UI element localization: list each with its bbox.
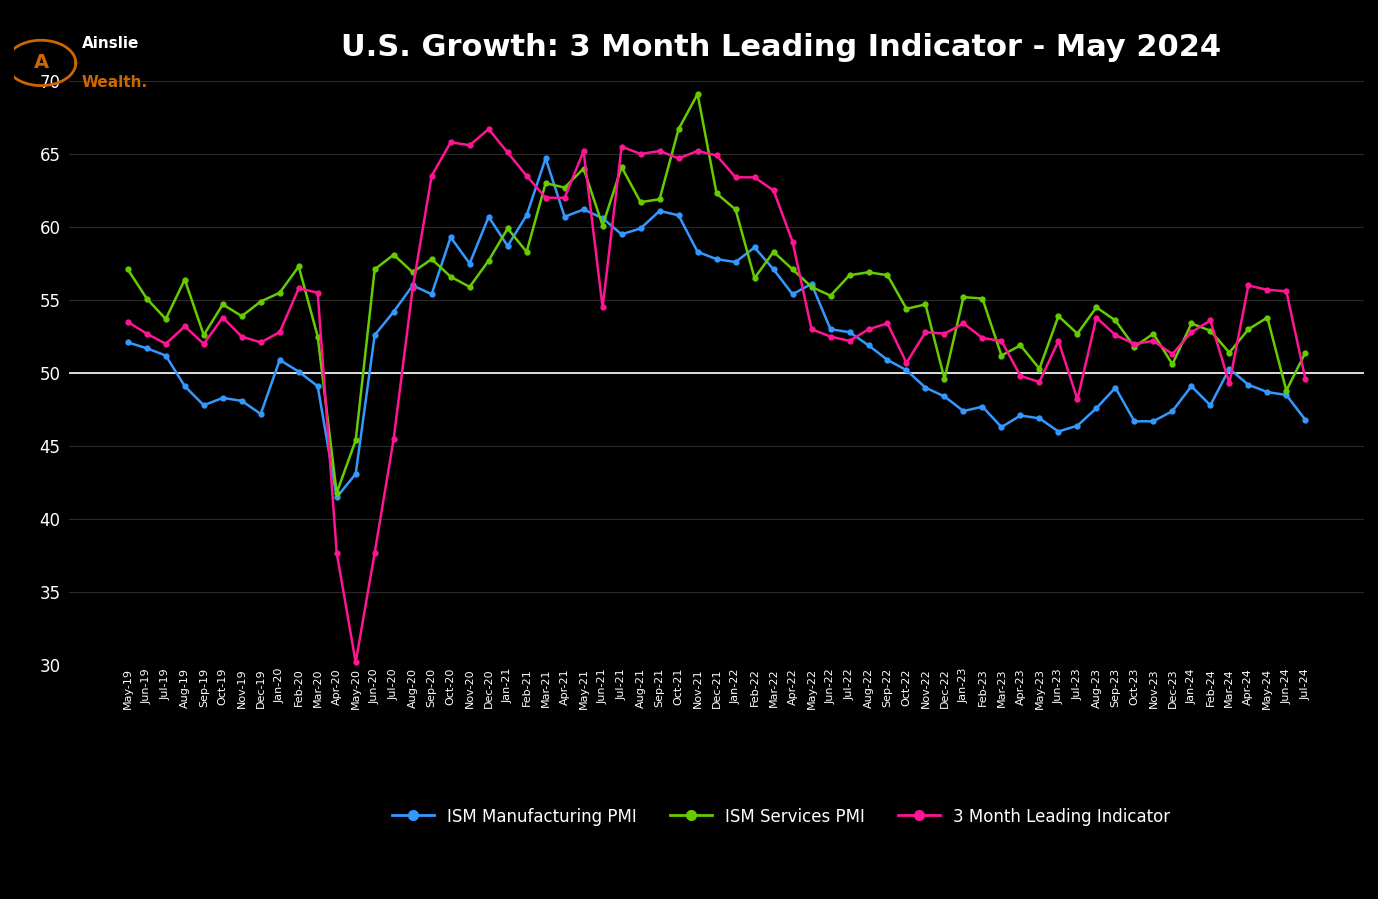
Legend: ISM Manufacturing PMI, ISM Services PMI, 3 Month Leading Indicator: ISM Manufacturing PMI, ISM Services PMI,… [386, 801, 1177, 832]
Text: Ainslie: Ainslie [83, 36, 139, 50]
Text: Wealth.: Wealth. [83, 76, 147, 90]
Title: U.S. Growth: 3 Month Leading Indicator - May 2024: U.S. Growth: 3 Month Leading Indicator -… [342, 33, 1221, 62]
Text: A: A [33, 53, 48, 73]
